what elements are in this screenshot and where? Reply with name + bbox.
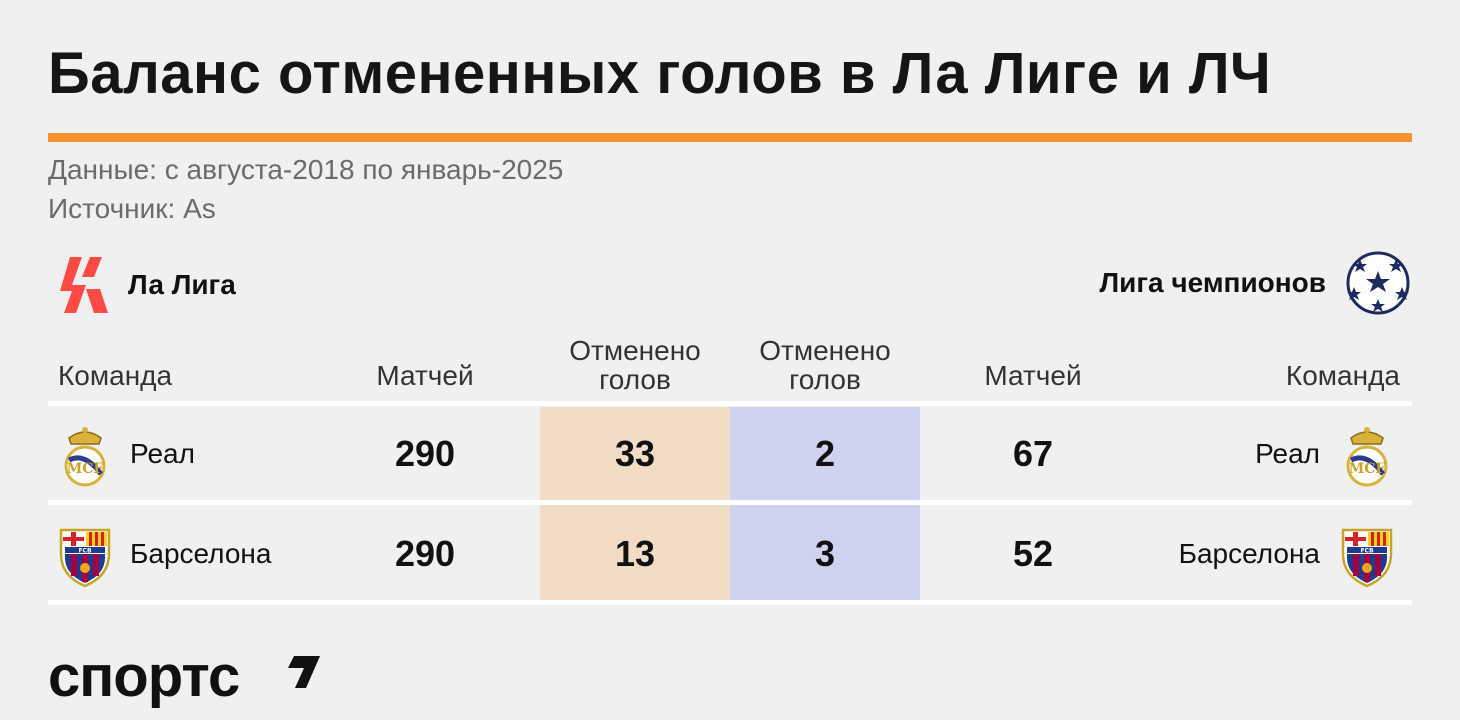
header-cancelled-left-line2: голов (599, 364, 671, 395)
table-divider-bottom (48, 600, 1412, 605)
laliga-label: Ла Лига (128, 269, 236, 300)
header-matches-right: Матчей (984, 360, 1082, 391)
champions-league-starball-icon (1346, 251, 1410, 315)
ucl-matches-value: 52 (1012, 533, 1054, 574)
header-team-left: Команда (58, 360, 173, 391)
ucl-cancelled-value: 2 (814, 433, 836, 474)
header-cancelled-right-line1: Отменено (759, 335, 891, 366)
team-name-left: Барселона (130, 538, 272, 569)
table-divider-middle (48, 500, 1412, 505)
champions-league-header: Лига чемпионов (1099, 250, 1410, 316)
laliga-header: Ла Лига (56, 255, 236, 315)
svg-text:MCF: MCF (1349, 461, 1386, 477)
real-madrid-crest-icon: MCF (1346, 427, 1388, 487)
ucl-cancelled-value: 3 (814, 533, 836, 574)
barcelona-crest-icon: FCB (1341, 528, 1393, 588)
svg-text:MCF: MCF (67, 461, 104, 477)
data-range-note: Данные: с августа-2018 по январь-2025 (48, 154, 564, 185)
header-cancelled-left-line1: Отменено (569, 335, 701, 366)
ucl-matches-value: 67 (1012, 433, 1054, 474)
table-row: FCB Барселона 290 13 3 52 Барселона FCB (0, 506, 1460, 602)
team-name-right: Барселона (1178, 538, 1320, 569)
laliga-cancelled-value: 13 (614, 533, 656, 574)
sports-brand-logo: спортс (48, 648, 320, 708)
svg-text:спортс: спортс (48, 648, 239, 708)
page-title: Баланс отмененных голов в Ла Лиге и ЛЧ (48, 41, 1272, 106)
laliga-cancelled-value: 33 (614, 433, 656, 474)
laliga-matches-value: 290 (394, 533, 456, 574)
svg-text:FCB: FCB (1360, 548, 1374, 555)
header-team-right: Команда (1285, 360, 1400, 391)
title-underline (48, 133, 1412, 142)
svg-text:FCB: FCB (78, 548, 92, 555)
barcelona-crest-icon: FCB (59, 528, 111, 588)
table-row: MCF Реал 290 33 2 67 Реал MCF (0, 406, 1460, 502)
laliga-logo-icon (60, 257, 108, 313)
header-cancelled-right-line2: голов (789, 364, 861, 395)
header-matches-left: Матчей (376, 360, 474, 391)
team-name-right: Реал (1255, 438, 1320, 469)
source-note: Источник: As (48, 193, 216, 224)
champions-league-label: Лига чемпионов (1099, 267, 1326, 298)
table-divider-top (48, 401, 1412, 406)
laliga-matches-value: 290 (394, 433, 456, 474)
real-madrid-crest-icon: MCF (64, 427, 106, 487)
team-name-left: Реал (130, 438, 195, 469)
